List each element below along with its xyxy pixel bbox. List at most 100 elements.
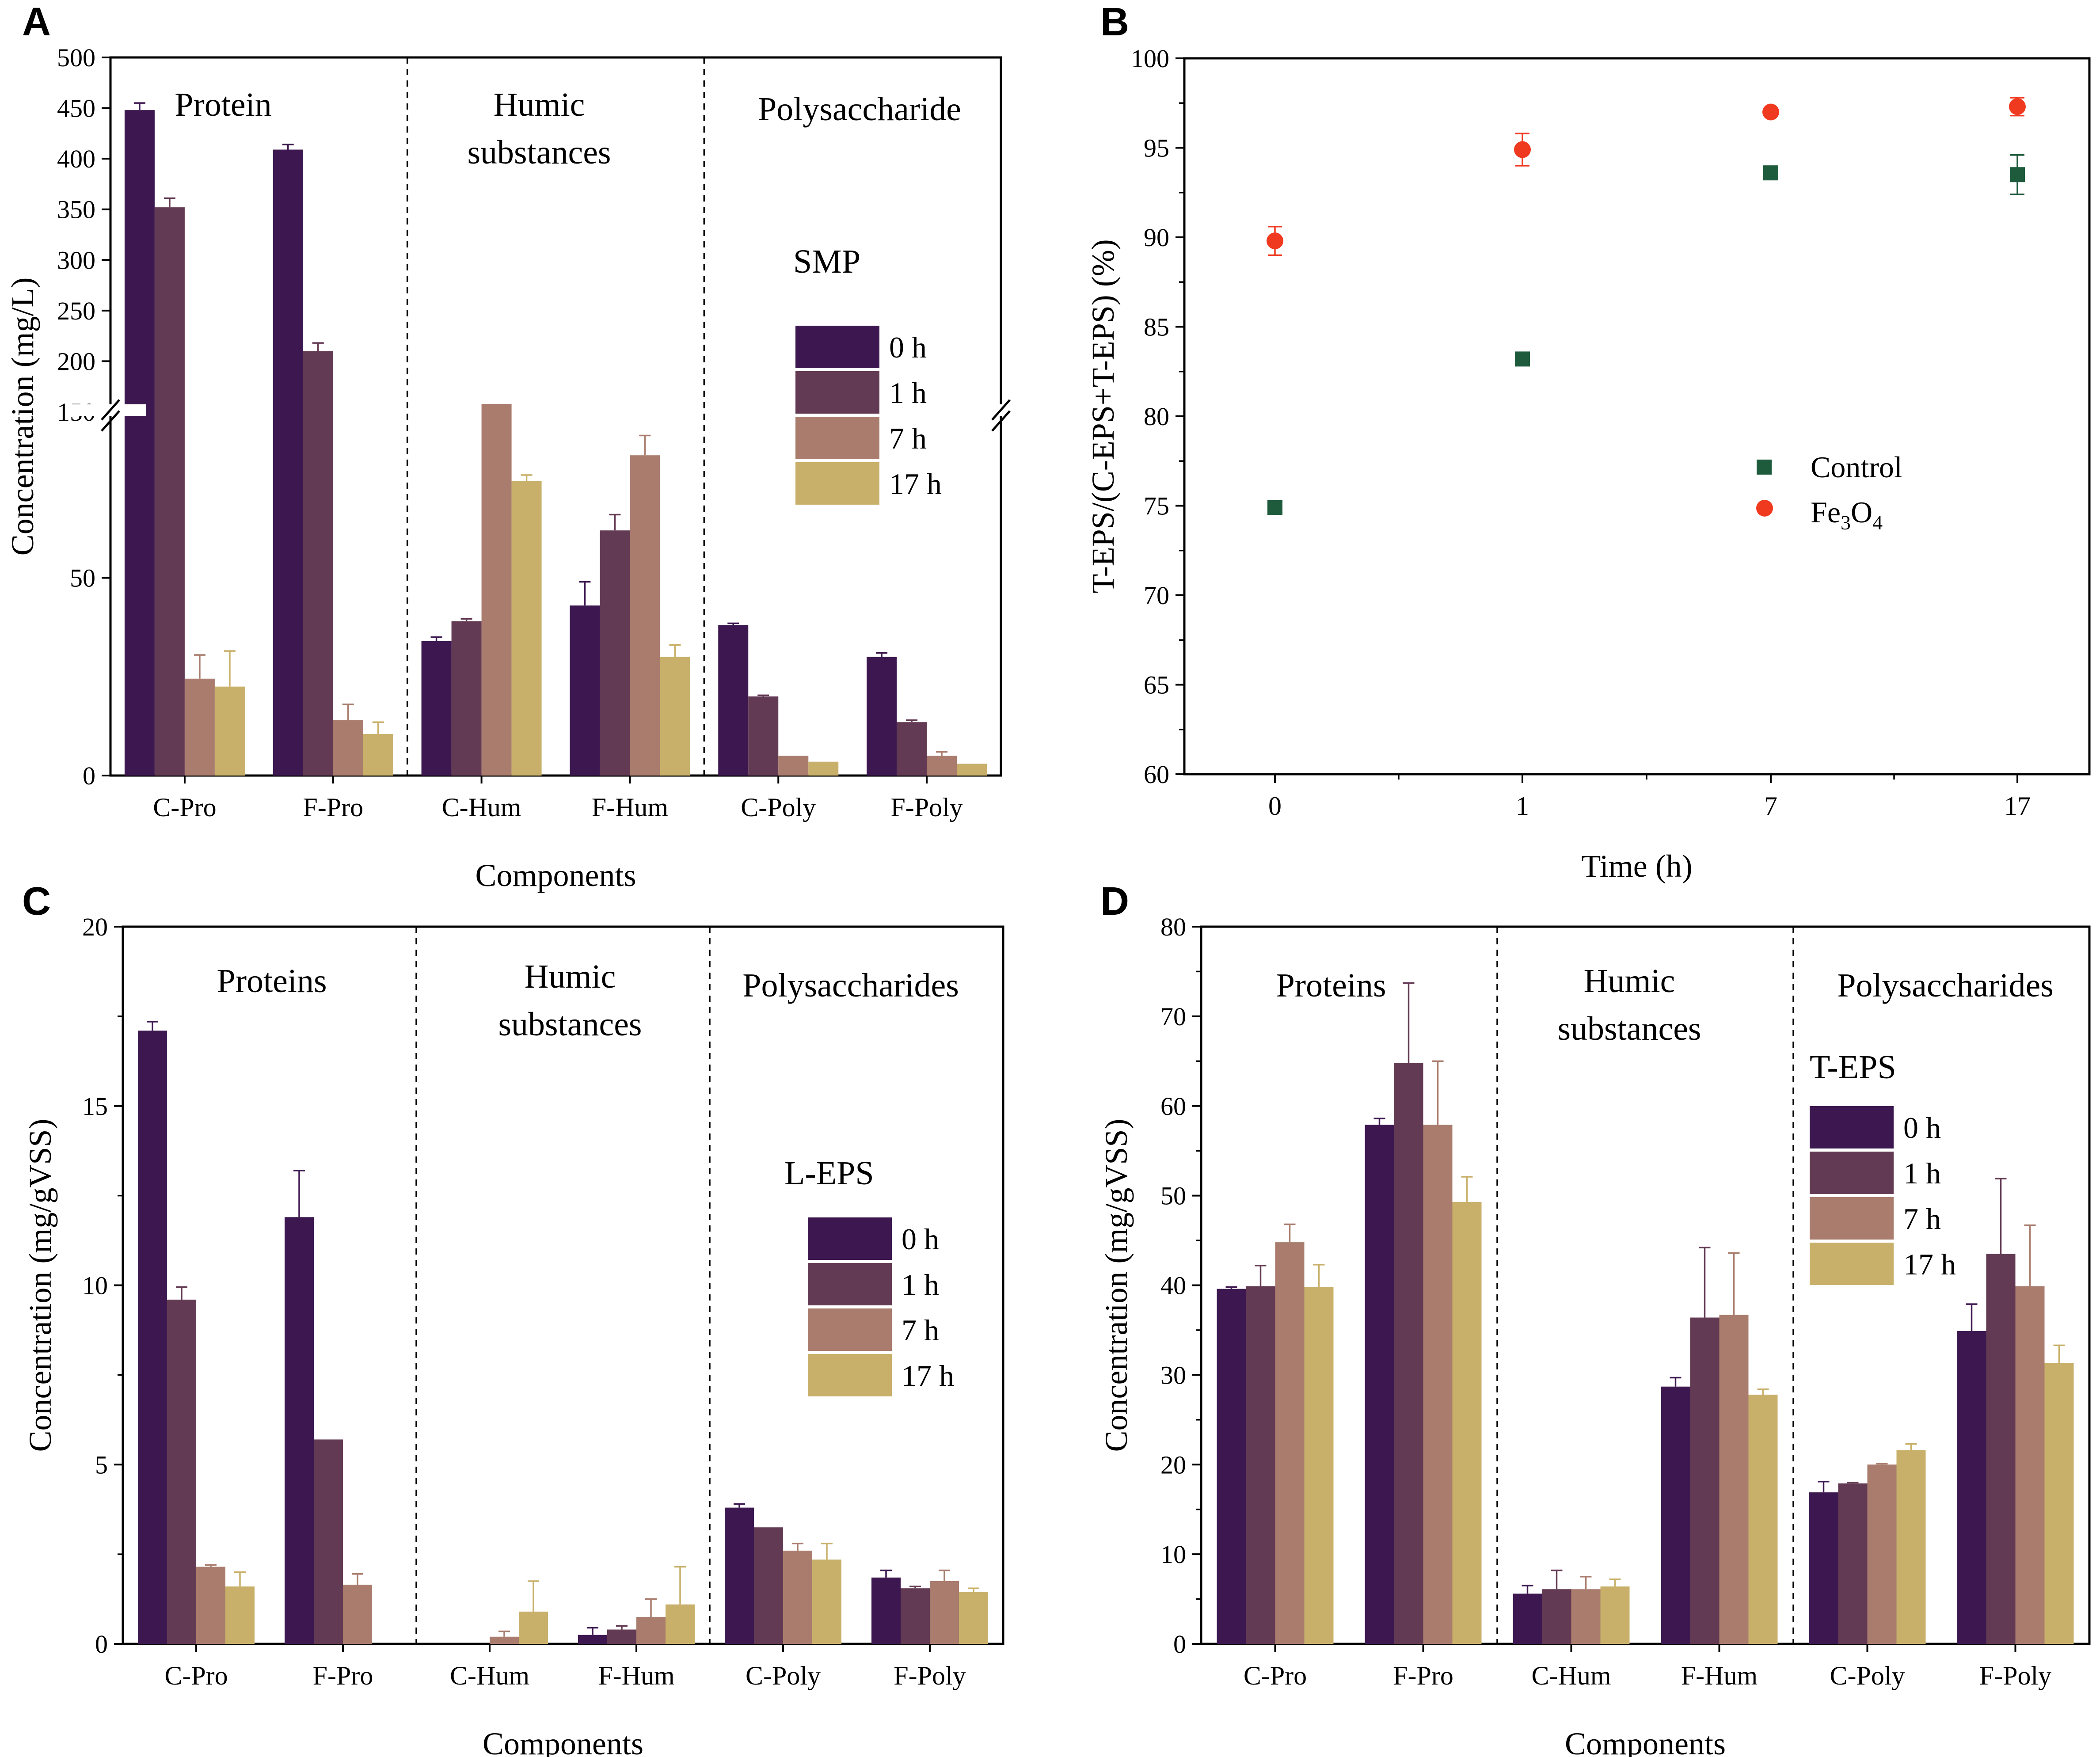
y-tick-label: 300 <box>57 246 95 274</box>
bar-C-Hum-17h <box>511 481 542 776</box>
legend-swatch-1 <box>795 371 879 414</box>
bar-C-Poly-0h <box>725 1507 754 1644</box>
panel-label: C <box>22 879 51 924</box>
bar-C-Poly-7h <box>778 756 809 776</box>
panel-label: B <box>1100 0 1129 44</box>
bar-C-Pro-17h <box>214 686 245 776</box>
y-tick-label: 50 <box>1160 1182 1186 1210</box>
legend-label-2: 7 h <box>1903 1202 1941 1236</box>
bar-C-Pro-0h <box>1217 1289 1246 1644</box>
bar-F-Hum-7h <box>636 1617 666 1644</box>
x-tick-label: F-Hum <box>592 793 668 822</box>
x-tick-label: F-Poly <box>1979 1661 2051 1690</box>
y-tick-label: 250 <box>57 297 95 325</box>
x-tick-label: 1 <box>1516 791 1529 821</box>
x-tick-label: F-Poly <box>894 1661 966 1690</box>
bar-F-Poly-17h <box>2044 1363 2074 1644</box>
bar-F-Pro-0h <box>1365 1125 1394 1644</box>
point-fe3o4-3 <box>2009 98 2026 115</box>
y-tick-label: 0 <box>83 761 95 790</box>
point-fe3o4-2 <box>1762 103 1779 121</box>
group-label-1: Humic <box>525 958 616 995</box>
group-label-2: Polysaccharide <box>758 91 961 128</box>
legend-label-2: 7 h <box>902 1313 939 1347</box>
point-control-0 <box>1267 500 1282 515</box>
bar-F-Hum-7h <box>630 455 660 776</box>
legend-label-3: 17 h <box>889 467 942 501</box>
legend-title: T-EPS <box>1810 1049 1896 1086</box>
bar-C-Pro-17h <box>225 1586 255 1644</box>
y-tick-label: 85 <box>1144 313 1169 342</box>
y-tick-label: 20 <box>1160 1450 1186 1479</box>
bar-C-Poly-0h <box>1809 1492 1838 1644</box>
legend-marker-fe3o4 <box>1756 500 1773 517</box>
point-fe3o4-0 <box>1267 232 1283 250</box>
y-tick-label: 10 <box>1160 1540 1186 1569</box>
y-tick-label: 5 <box>95 1450 108 1479</box>
point-fe3o4-1 <box>1514 141 1531 158</box>
y-tick-label: 30 <box>1160 1361 1186 1389</box>
bar-C-Pro-7h <box>196 1567 225 1644</box>
x-tick-label: F-Pro <box>303 793 363 822</box>
group-label-1: substances <box>1557 1010 1701 1047</box>
y-tick-label: 500 <box>57 43 95 72</box>
legend-label-2: 7 h <box>889 422 927 455</box>
bar-C-Hum-0h <box>421 641 452 776</box>
bar-F-Poly-7h <box>930 1581 959 1644</box>
y-tick-label: 400 <box>57 145 95 173</box>
bar-F-Poly-17h <box>959 1592 988 1644</box>
legend-swatch-2 <box>795 417 879 459</box>
bar-F-Pro-7h <box>343 1585 372 1644</box>
group-label-1: substances <box>467 134 611 171</box>
legend-label-1: 1 h <box>889 376 927 410</box>
x-tick-label: 7 <box>1764 791 1777 821</box>
x-tick-label: C-Poly <box>1830 1661 1905 1690</box>
bar-C-Pro-7h <box>184 678 215 776</box>
bar-C-Hum-1h <box>1542 1589 1571 1644</box>
group-label-1: substances <box>498 1006 642 1043</box>
x-tick-label: F-Pro <box>1393 1661 1453 1690</box>
bar-C-Hum-1h <box>451 621 482 776</box>
legend-swatch-1 <box>808 1263 892 1305</box>
panel-label: A <box>22 0 51 44</box>
y-axis-title: Concentration (mg/gVSS) <box>23 1119 58 1452</box>
bar-C-Poly-7h <box>783 1551 812 1644</box>
bar-C-Hum-17h <box>519 1611 548 1644</box>
group-label-0: Proteins <box>1276 967 1386 1004</box>
bar-F-Hum-0h <box>578 1635 607 1644</box>
bar-C-Hum-7h <box>490 1636 519 1644</box>
bar-F-Poly-1h <box>897 722 927 776</box>
y-tick-label: 80 <box>1144 402 1169 431</box>
plot-frame <box>109 56 1002 777</box>
y-tick-label: 60 <box>1160 1092 1186 1121</box>
bar-C-Poly-17h <box>1896 1450 1926 1644</box>
bar-C-Poly-1h <box>754 1527 783 1644</box>
bar-F-Pro-7h <box>333 720 363 776</box>
group-label-2: Polysaccharides <box>742 967 959 1004</box>
x-tick-label: F-Poly <box>890 793 962 822</box>
bar-C-Poly-17h <box>808 761 839 776</box>
x-tick-label: C-Pro <box>164 1661 228 1690</box>
bar-F-Pro-0h <box>285 1217 314 1644</box>
bar-C-Poly-7h <box>1867 1464 1897 1644</box>
x-axis-title: Time (h) <box>1581 848 1692 884</box>
y-tick-label: 0 <box>95 1630 108 1658</box>
x-axis-title: Components <box>1565 1726 1726 1757</box>
bar-C-Pro-7h <box>1275 1242 1305 1644</box>
bar-F-Hum-1h <box>1690 1317 1720 1644</box>
bar-F-Hum-17h <box>1748 1395 1778 1644</box>
group-label-0: Protein <box>175 86 272 123</box>
bar-F-Poly-0h <box>871 1577 901 1644</box>
bar-F-Hum-1h <box>607 1629 636 1644</box>
bar-F-Pro-0h <box>273 149 303 776</box>
group-label-1: Humic <box>1584 962 1675 1000</box>
bar-F-Hum-0h <box>570 605 600 776</box>
bar-F-Hum-7h <box>1719 1315 1749 1644</box>
bar-C-Pro-0h <box>138 1031 167 1644</box>
legend-label-fe3o4: Fe3O4 <box>1811 495 1883 534</box>
bar-C-Hum-0h <box>1513 1593 1542 1644</box>
legend-swatch-3 <box>1810 1243 1894 1285</box>
y-tick-label: 95 <box>1144 134 1169 163</box>
bar-F-Poly-0h <box>1957 1331 1986 1644</box>
x-tick-label: C-Poly <box>741 793 816 822</box>
